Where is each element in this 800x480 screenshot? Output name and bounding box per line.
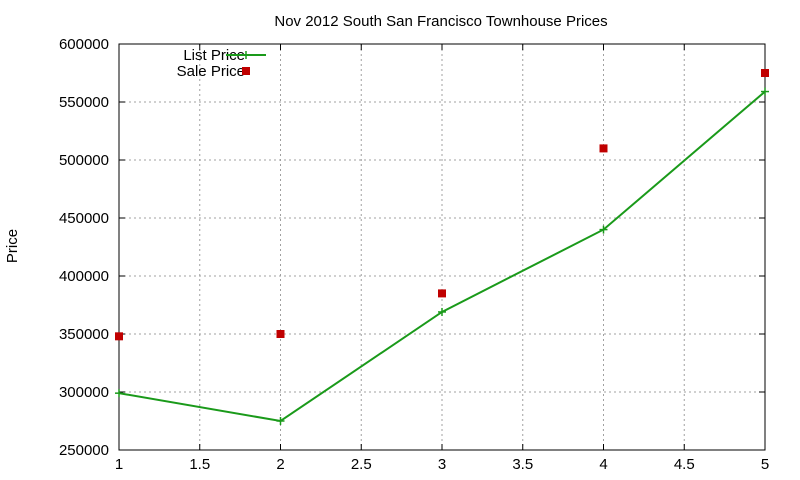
list-price-point: [115, 389, 123, 398]
x-tick-label: 1: [115, 456, 123, 473]
y-tick-label: 500000: [59, 152, 109, 169]
sale-price-point: [599, 144, 608, 153]
list-price-point: [761, 87, 769, 96]
y-tick-label: 550000: [59, 94, 109, 111]
x-tick-label: 1.5: [189, 456, 210, 473]
list-price-point: [276, 417, 285, 425]
sale-price-point: [115, 332, 123, 341]
plot-frame: [118, 43, 766, 451]
x-tick-label: 4: [599, 456, 607, 473]
y-tick-label: 400000: [59, 268, 109, 285]
series-list-price: [115, 87, 769, 425]
series-layer: [115, 69, 769, 425]
legend-swatch-list-price-marker: [242, 51, 250, 59]
axis-ticks: 1 1.5 2 2.5 3 3.5 4 4.5 5 250000 300000 350000 40000…: [59, 36, 769, 473]
y-tick-label: 250000: [59, 442, 109, 459]
x-tick-label: 2.5: [351, 456, 372, 473]
list-price-point: [599, 225, 608, 234]
y-axis-label: Price: [4, 229, 21, 263]
y-tick-label: 350000: [59, 326, 109, 343]
sale-price-point: [276, 330, 285, 338]
x-tick-label: 5: [761, 456, 769, 473]
sale-price-point: [761, 69, 769, 77]
x-tick-label: 4.5: [674, 456, 695, 473]
legend-swatch-sale-price: [242, 67, 250, 75]
chart-title: Nov 2012 South San Francisco Townhouse P…: [274, 13, 607, 30]
legend-label: Sale Price: [177, 63, 245, 80]
y-tick-label: 600000: [59, 36, 109, 53]
series-sale-price: [115, 69, 769, 341]
x-tick-label: 3: [438, 456, 446, 473]
sale-price-point: [438, 289, 446, 298]
grid-lines: [119, 44, 765, 450]
y-tick-label: 450000: [59, 210, 109, 227]
list-price-point: [438, 307, 446, 316]
y-tick-label: 300000: [59, 384, 109, 401]
legend-label: List Price: [183, 47, 245, 64]
x-tick-label: 3.5: [512, 456, 533, 473]
x-tick-label: 2: [276, 456, 284, 473]
